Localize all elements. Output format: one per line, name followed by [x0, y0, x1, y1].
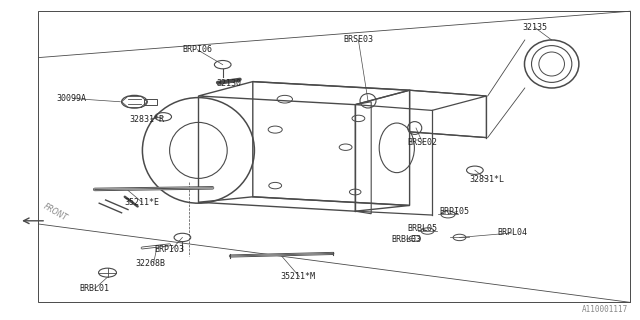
- Text: BRSE02: BRSE02: [408, 138, 437, 147]
- Text: 32130: 32130: [216, 79, 242, 88]
- Text: 32268B: 32268B: [136, 259, 165, 268]
- Text: BRBL03: BRBL03: [392, 235, 421, 244]
- Bar: [144, 99, 157, 105]
- Text: BRBL05: BRBL05: [408, 224, 437, 233]
- Text: 32135: 32135: [522, 23, 547, 32]
- Text: BRPI06: BRPI06: [182, 45, 212, 54]
- Text: BRBL01: BRBL01: [80, 284, 109, 293]
- Text: 35211*E: 35211*E: [125, 198, 159, 207]
- Text: BRPI05: BRPI05: [440, 207, 469, 216]
- Text: 35211*M: 35211*M: [280, 272, 315, 281]
- Text: FRONT: FRONT: [42, 202, 69, 222]
- Text: 32831*R: 32831*R: [130, 115, 164, 124]
- Text: 30099A: 30099A: [57, 94, 86, 103]
- Text: BRPL04: BRPL04: [497, 228, 527, 237]
- Text: BRSE03: BRSE03: [344, 36, 373, 44]
- Text: 32831*L: 32831*L: [469, 175, 504, 184]
- Text: BRPI03: BRPI03: [155, 245, 184, 254]
- Text: A110001117: A110001117: [582, 305, 628, 314]
